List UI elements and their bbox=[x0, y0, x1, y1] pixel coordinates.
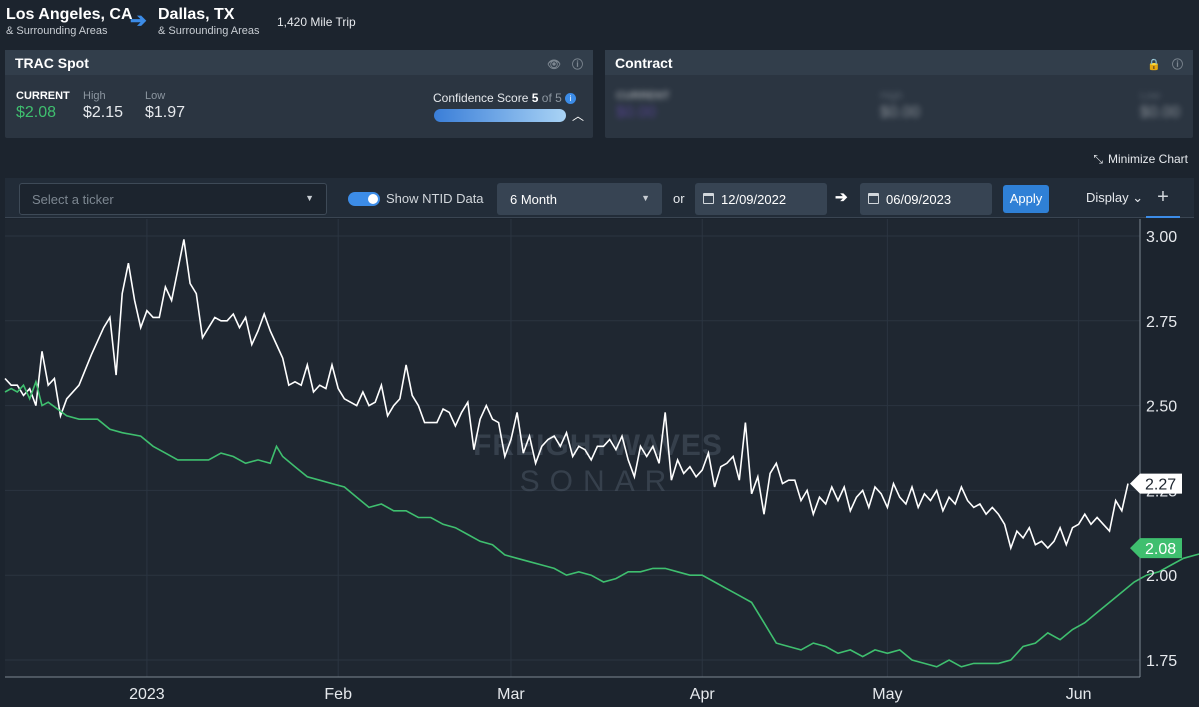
ntid-toggle[interactable] bbox=[348, 192, 380, 206]
trac-spot-header: TRAC Spot 👁 ⓘ bbox=[5, 50, 593, 75]
x-tick-label: 2023 bbox=[129, 686, 165, 703]
y-tick-label: 2.75 bbox=[1146, 314, 1177, 331]
spot-low: Low $1.97 bbox=[145, 90, 185, 122]
x-tick-label: Jun bbox=[1066, 686, 1092, 703]
series-line-0 bbox=[4, 239, 1129, 551]
contract-current: CURRENT $0.00 bbox=[616, 90, 670, 122]
y-tick-label: 2.50 bbox=[1146, 399, 1177, 416]
last-value-text: 2.08 bbox=[1145, 541, 1176, 558]
display-menu[interactable]: Display ⌄ bbox=[1086, 190, 1143, 206]
contract-low-label: Low bbox=[1140, 90, 1161, 102]
destination: Dallas, TX & Surrounding Areas bbox=[158, 6, 260, 37]
spot-low-value: $1.97 bbox=[145, 104, 186, 121]
contract-current-value: $0.00 bbox=[616, 104, 657, 121]
plot-area bbox=[5, 219, 1140, 677]
confidence-info-icon[interactable]: i bbox=[565, 93, 577, 105]
ntid-label: Show NTID Data bbox=[386, 191, 484, 206]
last-value-label-0: 2.27 bbox=[1130, 473, 1182, 494]
y-tick-label: 2.00 bbox=[1146, 568, 1177, 585]
origin-sub: & Surrounding Areas bbox=[6, 25, 108, 37]
ticker-select[interactable]: Select a ticker ▼ bbox=[19, 183, 327, 215]
destination-city: Dallas, TX bbox=[158, 6, 235, 23]
spot-low-label: Low bbox=[145, 90, 166, 102]
end-date-value: 06/09/2023 bbox=[886, 192, 952, 207]
trip-distance: 1,420 Mile Trip bbox=[277, 15, 356, 29]
y-axis: 3.002.752.502.252.001.75 bbox=[1139, 219, 1177, 677]
minimize-chart-button[interactable]: ⤡ Minimize Chart bbox=[1093, 152, 1193, 167]
lock-icon: 🔒 bbox=[1147, 59, 1161, 71]
contract-low: Low $0.00 bbox=[1140, 90, 1180, 122]
caret-down-icon: ▼ bbox=[641, 193, 650, 203]
x-tick-label: Mar bbox=[497, 686, 525, 703]
chevron-down-icon: ⌄ bbox=[1132, 190, 1144, 205]
chart-toolbar: Select a ticker ▼ Show NTID Data 6 Month… bbox=[5, 178, 1194, 218]
destination-sub: & Surrounding Areas bbox=[158, 25, 260, 37]
chevron-up-icon[interactable]: ︿ bbox=[572, 109, 585, 123]
last-value-labels: 2.27 2.08 bbox=[1130, 473, 1182, 559]
contract-high: High $0.00 bbox=[880, 90, 920, 122]
chart-series bbox=[4, 239, 1199, 668]
collapse-icon: ⤡ bbox=[1093, 152, 1103, 166]
period-value: 6 Month bbox=[510, 192, 557, 207]
or-label: or bbox=[673, 191, 685, 206]
arrow-right-icon: ➔ bbox=[130, 10, 147, 32]
y-tick-label: 3.00 bbox=[1146, 229, 1177, 246]
spot-high-value: $2.15 bbox=[83, 104, 124, 121]
spot-high: High $2.15 bbox=[83, 90, 123, 122]
spot-high-label: High bbox=[83, 90, 106, 102]
confidence-score: Confidence Score 5 of 5 i bbox=[433, 91, 577, 105]
last-value-flag bbox=[1130, 473, 1182, 494]
x-tick-label: Feb bbox=[324, 686, 352, 703]
info-icon[interactable]: ⓘ bbox=[1172, 59, 1183, 71]
y-tick-label: 1.75 bbox=[1146, 653, 1177, 670]
contract-title: Contract bbox=[615, 55, 673, 71]
trac-spot-card: TRAC Spot 👁 ⓘ CURRENT $2.08 High $2.15 L… bbox=[5, 50, 593, 138]
start-date-input[interactable]: 12/09/2022 bbox=[695, 183, 827, 215]
route-header: Los Angeles, CA & Surrounding Areas ➔ Da… bbox=[0, 0, 1199, 48]
last-value-flag bbox=[1130, 538, 1182, 559]
spot-current-label: CURRENT bbox=[16, 90, 70, 102]
display-label: Display bbox=[1086, 190, 1129, 205]
chart-grid bbox=[5, 219, 1140, 677]
spot-current-value: $2.08 bbox=[16, 104, 57, 121]
contract-low-value: $0.00 bbox=[1140, 104, 1181, 121]
minimize-label: Minimize Chart bbox=[1107, 152, 1188, 166]
card-actions: 👁 ⓘ bbox=[539, 56, 583, 72]
confidence-value: 5 bbox=[531, 91, 539, 105]
ticker-placeholder: Select a ticker bbox=[32, 192, 114, 207]
contract-header: Contract 🔒 ⓘ bbox=[605, 50, 1193, 75]
trac-spot-title: TRAC Spot bbox=[15, 55, 89, 71]
x-tick-label: Apr bbox=[690, 686, 716, 703]
calendar-icon bbox=[868, 193, 879, 204]
contract-card: Contract 🔒 ⓘ CURRENT $0.00 High $0.00 Lo… bbox=[605, 50, 1193, 138]
last-value-label-1: 2.08 bbox=[1130, 538, 1182, 559]
watermark-bottom: SONAR bbox=[520, 465, 677, 498]
confidence-of: of 5 bbox=[541, 91, 562, 105]
contract-high-label: High bbox=[880, 90, 903, 102]
series-line-1 bbox=[4, 379, 1199, 668]
apply-button[interactable]: Apply bbox=[1003, 185, 1049, 213]
origin-city: Los Angeles, CA bbox=[6, 6, 133, 23]
spot-current: CURRENT $2.08 bbox=[16, 90, 70, 122]
x-axis: 2023 Feb Mar Apr May Jun bbox=[5, 676, 1140, 703]
crosshair-icon[interactable]: + bbox=[1146, 178, 1180, 218]
confidence-bar bbox=[434, 109, 566, 122]
calendar-icon bbox=[703, 193, 714, 204]
eye-icon[interactable]: 👁 bbox=[546, 59, 561, 71]
period-select[interactable]: 6 Month ▼ bbox=[497, 183, 662, 215]
card-actions: 🔒 ⓘ bbox=[1139, 56, 1183, 72]
arrow-right-icon: ➔ bbox=[835, 189, 848, 206]
last-value-text: 2.27 bbox=[1145, 477, 1176, 494]
rate-chart[interactable]: FREIGHTWAVES SONAR 3.002.752.502.252.001… bbox=[0, 219, 1199, 707]
x-tick-label: May bbox=[872, 686, 902, 703]
confidence-label: Confidence Score bbox=[433, 91, 529, 105]
contract-current-label: CURRENT bbox=[616, 90, 670, 102]
origin: Los Angeles, CA & Surrounding Areas bbox=[6, 6, 133, 37]
contract-high-value: $0.00 bbox=[880, 104, 921, 121]
info-icon[interactable]: ⓘ bbox=[572, 59, 583, 71]
start-date-value: 12/09/2022 bbox=[721, 192, 787, 207]
end-date-input[interactable]: 06/09/2023 bbox=[860, 183, 992, 215]
caret-down-icon: ▼ bbox=[305, 193, 314, 203]
